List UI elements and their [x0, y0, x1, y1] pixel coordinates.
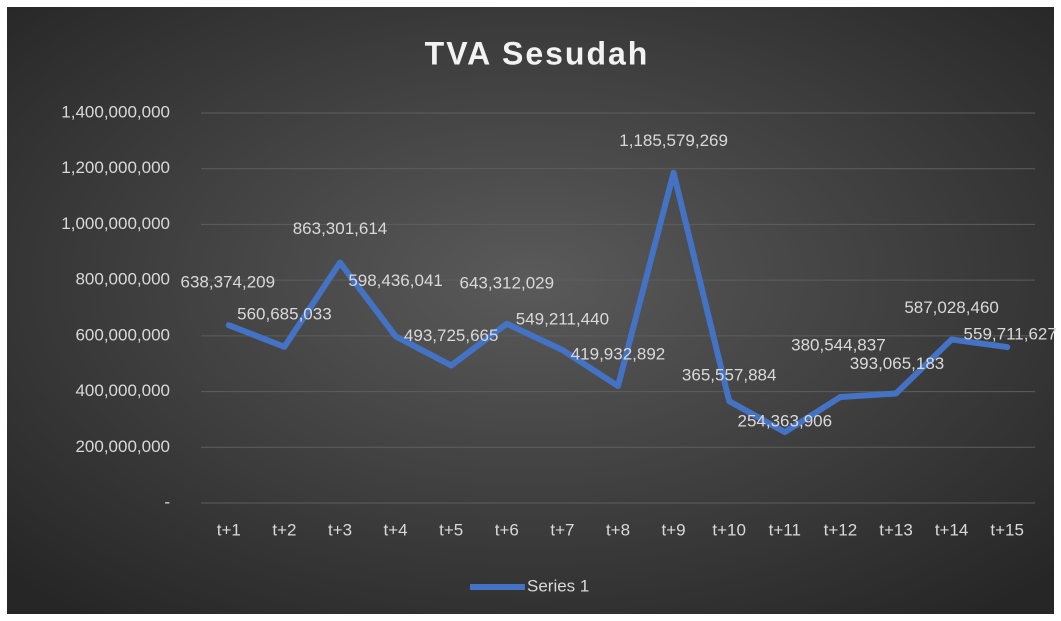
data-label: 493,725,665 [404, 326, 499, 345]
grid [201, 112, 1035, 504]
chart-title: TVA Sesudah [425, 35, 650, 71]
y-tick-label: - [164, 492, 170, 511]
data-label: 380,544,837 [791, 335, 886, 354]
x-tick-label: t+2 [272, 520, 296, 539]
data-label: 643,312,029 [460, 273, 555, 292]
y-tick-label: 400,000,000 [75, 381, 170, 400]
x-tick-label: t+3 [328, 520, 352, 539]
x-tick-label: t+10 [712, 520, 746, 539]
legend-label: Series 1 [527, 576, 589, 595]
data-label: 365,557,884 [682, 366, 777, 385]
x-tick-label: t+1 [217, 520, 241, 539]
data-label: 1,185,579,269 [619, 131, 728, 150]
x-tick-label: t+15 [990, 520, 1024, 539]
x-tick-label: t+8 [606, 520, 630, 539]
data-label: 419,932,892 [571, 345, 666, 364]
data-label: 863,301,614 [293, 219, 388, 238]
data-label: 598,436,041 [348, 271, 443, 290]
chart-background [7, 7, 1054, 614]
x-tick-label: t+5 [439, 520, 463, 539]
series-line [225, 169, 1011, 436]
y-tick-label: 1,400,000,000 [61, 102, 170, 121]
data-label: 549,211,440 [516, 309, 609, 328]
y-tick-label: 600,000,000 [75, 325, 170, 344]
data-label: 587,028,460 [904, 298, 999, 317]
data-label: 638,374,209 [181, 273, 276, 292]
x-tick-label: t+6 [495, 520, 519, 539]
data-label: 254,363,906 [738, 412, 833, 431]
x-tick-label: t+12 [824, 520, 858, 539]
x-tick-label: t+13 [879, 520, 913, 539]
x-tick-label: t+11 [769, 520, 801, 539]
x-tick-label: t+4 [384, 520, 408, 539]
data-label: 393,065,183 [850, 354, 945, 373]
y-tick-label: 1,000,000,000 [61, 214, 170, 233]
y-tick-label: 200,000,000 [75, 437, 170, 456]
x-tick-label: t+14 [935, 520, 969, 539]
x-tick-label: t+9 [662, 520, 686, 539]
y-tick-label: 800,000,000 [75, 270, 170, 289]
plot [225, 169, 1011, 436]
data-label: 559,711,627 [964, 325, 1057, 344]
x-tick-label: t+7 [550, 520, 574, 539]
data-label: 560,685,033 [237, 304, 332, 323]
y-tick-label: 1,200,000,000 [61, 158, 170, 177]
